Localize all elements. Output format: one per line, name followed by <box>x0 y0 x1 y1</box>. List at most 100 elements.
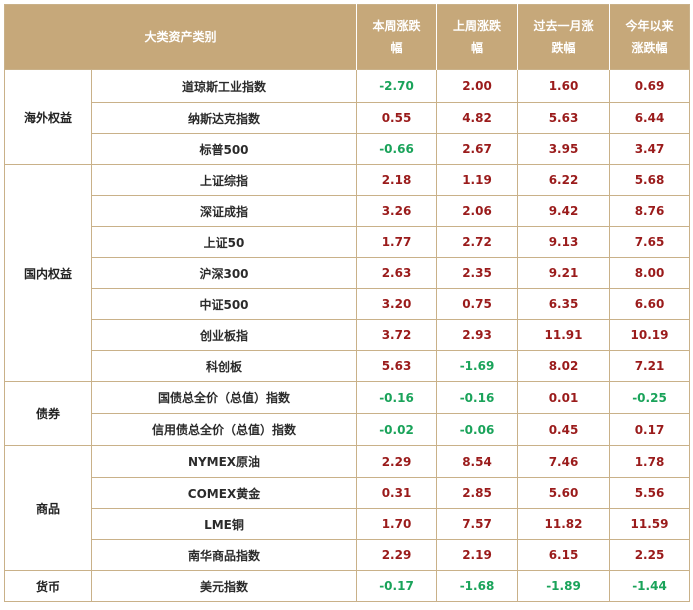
table-row: 沪深300 2.63 2.35 9.21 8.00 <box>5 257 690 289</box>
value-cell: 2.29 <box>356 539 437 571</box>
table-row: 科创板 5.63 -1.69 8.02 7.21 <box>5 350 690 382</box>
category-cell: 商品 <box>4 445 92 571</box>
value-cell: 5.60 <box>517 477 610 509</box>
header-last-week: 上周涨跌幅 <box>436 4 518 70</box>
value-cell: 2.63 <box>356 257 437 289</box>
header-ytd: 今年以来涨跌幅 <box>609 4 690 70</box>
value-cell: 2.00 <box>436 69 518 103</box>
asset-name-cell: 科创板 <box>91 350 357 382</box>
table-row: LME铜 1.70 7.57 11.82 11.59 <box>5 508 690 540</box>
header-row: 大类资产类别 本周涨跌幅 上周涨跌幅 过去一月涨跌幅 今年以来涨跌幅 <box>4 4 690 70</box>
value-cell: 3.20 <box>356 288 437 320</box>
table-row: 纳斯达克指数 0.55 4.82 5.63 6.44 <box>5 102 690 134</box>
value-cell: 5.63 <box>356 350 437 382</box>
asset-name-cell: 国债总全价（总值）指数 <box>91 381 357 414</box>
value-cell: 1.78 <box>609 445 690 478</box>
value-cell: 9.42 <box>517 195 610 227</box>
table-row: 上证50 1.77 2.72 9.13 7.65 <box>5 226 690 258</box>
table-row: 深证成指 3.26 2.06 9.42 8.76 <box>5 195 690 227</box>
asset-name-cell: 创业板指 <box>91 319 357 351</box>
value-cell: 8.00 <box>609 257 690 289</box>
value-cell: -2.70 <box>356 69 437 103</box>
asset-name-cell: 上证50 <box>91 226 357 258</box>
value-cell: 2.25 <box>609 539 690 571</box>
value-cell: 1.70 <box>356 508 437 540</box>
table-row: 标普500 -0.66 2.67 3.95 3.47 <box>5 133 690 165</box>
value-cell: 0.55 <box>356 102 437 134</box>
value-cell: 8.02 <box>517 350 610 382</box>
table-row: 国内权益 上证综指 2.18 1.19 6.22 5.68 <box>4 164 690 382</box>
asset-name-cell: NYMEX原油 <box>91 445 357 478</box>
table-row: COMEX黄金 0.31 2.85 5.60 5.56 <box>5 477 690 509</box>
value-cell: 6.15 <box>517 539 610 571</box>
table-row: 货币 美元指数 -0.17 -1.68 -1.89 -1.44 <box>4 570 690 602</box>
value-cell: 2.67 <box>436 133 518 165</box>
value-cell: 10.19 <box>609 319 690 351</box>
table-row: 南华商品指数 2.29 2.19 6.15 2.25 <box>5 539 690 571</box>
category-cell: 海外权益 <box>4 69 92 165</box>
value-cell: -0.66 <box>356 133 437 165</box>
value-cell: -0.16 <box>436 381 518 414</box>
asset-name-cell: 南华商品指数 <box>91 539 357 571</box>
value-cell: 3.72 <box>356 319 437 351</box>
value-cell: 4.82 <box>436 102 518 134</box>
asset-name-cell: 道琼斯工业指数 <box>91 69 357 103</box>
value-cell: 7.46 <box>517 445 610 478</box>
asset-name-cell: 中证500 <box>91 288 357 320</box>
value-cell: 7.21 <box>609 350 690 382</box>
value-cell: 6.35 <box>517 288 610 320</box>
value-cell: -0.02 <box>356 413 437 446</box>
value-cell: 2.19 <box>436 539 518 571</box>
value-cell: 0.31 <box>356 477 437 509</box>
value-cell: 5.68 <box>609 164 690 196</box>
table-row: 创业板指 3.72 2.93 11.91 10.19 <box>5 319 690 351</box>
asset-name-cell: 上证综指 <box>91 164 357 196</box>
value-cell: 6.22 <box>517 164 610 196</box>
category-cell: 国内权益 <box>4 164 92 382</box>
table-row: 中证500 3.20 0.75 6.35 6.60 <box>5 288 690 320</box>
value-cell: 8.54 <box>436 445 518 478</box>
asset-name-cell: 标普500 <box>91 133 357 165</box>
asset-name-cell: 信用债总全价（总值）指数 <box>91 413 357 446</box>
value-cell: 2.18 <box>356 164 437 196</box>
value-cell: 11.59 <box>609 508 690 540</box>
value-cell: 3.95 <box>517 133 610 165</box>
header-this-week: 本周涨跌幅 <box>356 4 437 70</box>
value-cell: 11.91 <box>517 319 610 351</box>
value-cell: 2.72 <box>436 226 518 258</box>
value-cell: 3.47 <box>609 133 690 165</box>
value-cell: 6.60 <box>609 288 690 320</box>
value-cell: -0.25 <box>609 381 690 414</box>
value-cell: 1.77 <box>356 226 437 258</box>
asset-name-cell: 深证成指 <box>91 195 357 227</box>
value-cell: 8.76 <box>609 195 690 227</box>
asset-name-cell: 美元指数 <box>91 570 357 602</box>
category-cell: 债券 <box>4 381 92 446</box>
value-cell: -1.69 <box>436 350 518 382</box>
value-cell: -0.17 <box>356 570 437 602</box>
category-cell: 货币 <box>4 570 92 602</box>
value-cell: 0.69 <box>609 69 690 103</box>
value-cell: 3.26 <box>356 195 437 227</box>
value-cell: 1.60 <box>517 69 610 103</box>
table-row: 海外权益 道琼斯工业指数 -2.70 2.00 1.60 0.69 <box>4 69 690 165</box>
header-past-month: 过去一月涨跌幅 <box>517 4 610 70</box>
value-cell: -0.16 <box>356 381 437 414</box>
value-cell: 9.13 <box>517 226 610 258</box>
value-cell: 2.06 <box>436 195 518 227</box>
asset-performance-table: 大类资产类别 本周涨跌幅 上周涨跌幅 过去一月涨跌幅 今年以来涨跌幅 海外权益道… <box>4 4 690 602</box>
value-cell: 0.75 <box>436 288 518 320</box>
asset-name-cell: 纳斯达克指数 <box>91 102 357 134</box>
asset-name-cell: LME铜 <box>91 508 357 540</box>
table-row: 信用债总全价（总值）指数 -0.02 -0.06 0.45 0.17 <box>5 413 690 446</box>
value-cell: -1.68 <box>436 570 518 602</box>
table-row: 商品 NYMEX原油 2.29 8.54 7.46 1.78 <box>4 445 690 571</box>
value-cell: 5.63 <box>517 102 610 134</box>
value-cell: 7.57 <box>436 508 518 540</box>
value-cell: 5.56 <box>609 477 690 509</box>
asset-name-cell: COMEX黄金 <box>91 477 357 509</box>
table-row: 债券 国债总全价（总值）指数 -0.16 -0.16 0.01 -0.25 <box>4 381 690 446</box>
value-cell: 7.65 <box>609 226 690 258</box>
asset-name-cell: 沪深300 <box>91 257 357 289</box>
value-cell: 0.01 <box>517 381 610 414</box>
